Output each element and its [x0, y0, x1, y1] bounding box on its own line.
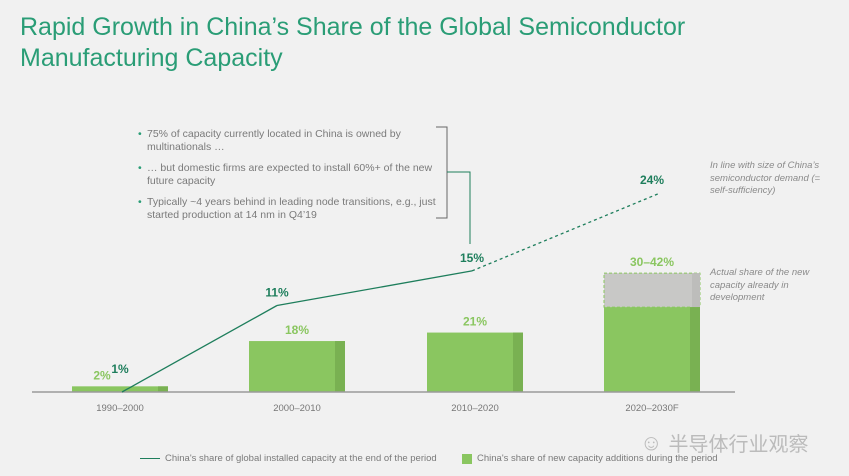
legend-bar-label: China's share of new capacity additions … — [477, 453, 718, 464]
bullet-item: 75% of capacity currently located in Chi… — [138, 128, 448, 154]
bar-value-label: 21% — [463, 315, 487, 329]
x-tick-label: 2000–2010 — [273, 403, 321, 414]
line-segment — [121, 304, 278, 393]
x-tick-label: 1990–2000 — [96, 403, 144, 414]
legend-line-swatch — [140, 457, 160, 460]
line-segment-forecast — [471, 192, 661, 272]
line-value-label: 11% — [265, 286, 289, 300]
bracket-connector — [447, 171, 471, 244]
line-segment — [276, 270, 473, 307]
watermark-text: 半导体行业观察 — [668, 434, 809, 456]
bar-value-label: 2% — [93, 368, 111, 382]
bar-shade — [690, 307, 700, 392]
line-value-label: 1% — [111, 362, 129, 376]
line-forecast-note: In line with size of China’s semiconduct… — [710, 160, 821, 196]
chart-title: Rapid Growth in China’s Share of the Glo… — [20, 13, 686, 72]
bar — [249, 341, 345, 392]
legend-line-label: China's share of global installed capaci… — [165, 453, 437, 464]
bar — [604, 307, 700, 392]
bar-range-shade — [692, 273, 700, 308]
bar — [72, 386, 168, 392]
bar-value-label: 18% — [285, 323, 309, 337]
x-tick-label: 2010–2020 — [451, 403, 499, 414]
legend-line: China's share of global installed capaci… — [140, 453, 437, 464]
bullet-item: … but domestic firms are expected to ins… — [138, 162, 448, 188]
x-tick-label: 2020–2030F — [625, 403, 679, 414]
legend-bar-swatch — [462, 453, 472, 464]
bullet-bracket — [436, 126, 448, 219]
line-value-label: 15% — [460, 251, 484, 265]
legend-bar: China's share of new capacity additions … — [462, 453, 718, 464]
bullet-item: Typically ~4 years behind in leading nod… — [138, 196, 448, 222]
bar-shade — [158, 386, 168, 392]
bullet-list: 75% of capacity currently located in Chi… — [138, 128, 448, 230]
wechat-icon: ☺ — [640, 429, 663, 455]
bar-value-label: 30–42% — [630, 255, 674, 269]
bar-shade — [335, 341, 345, 392]
watermark: ☺ 半导体行业观察 — [640, 428, 808, 457]
bar-forecast-note: Actual share of the new capacity already… — [710, 267, 810, 303]
bar-shade — [513, 332, 523, 392]
bar — [427, 332, 523, 392]
bar-range — [603, 272, 701, 308]
line-value-label: 24% — [640, 173, 664, 187]
